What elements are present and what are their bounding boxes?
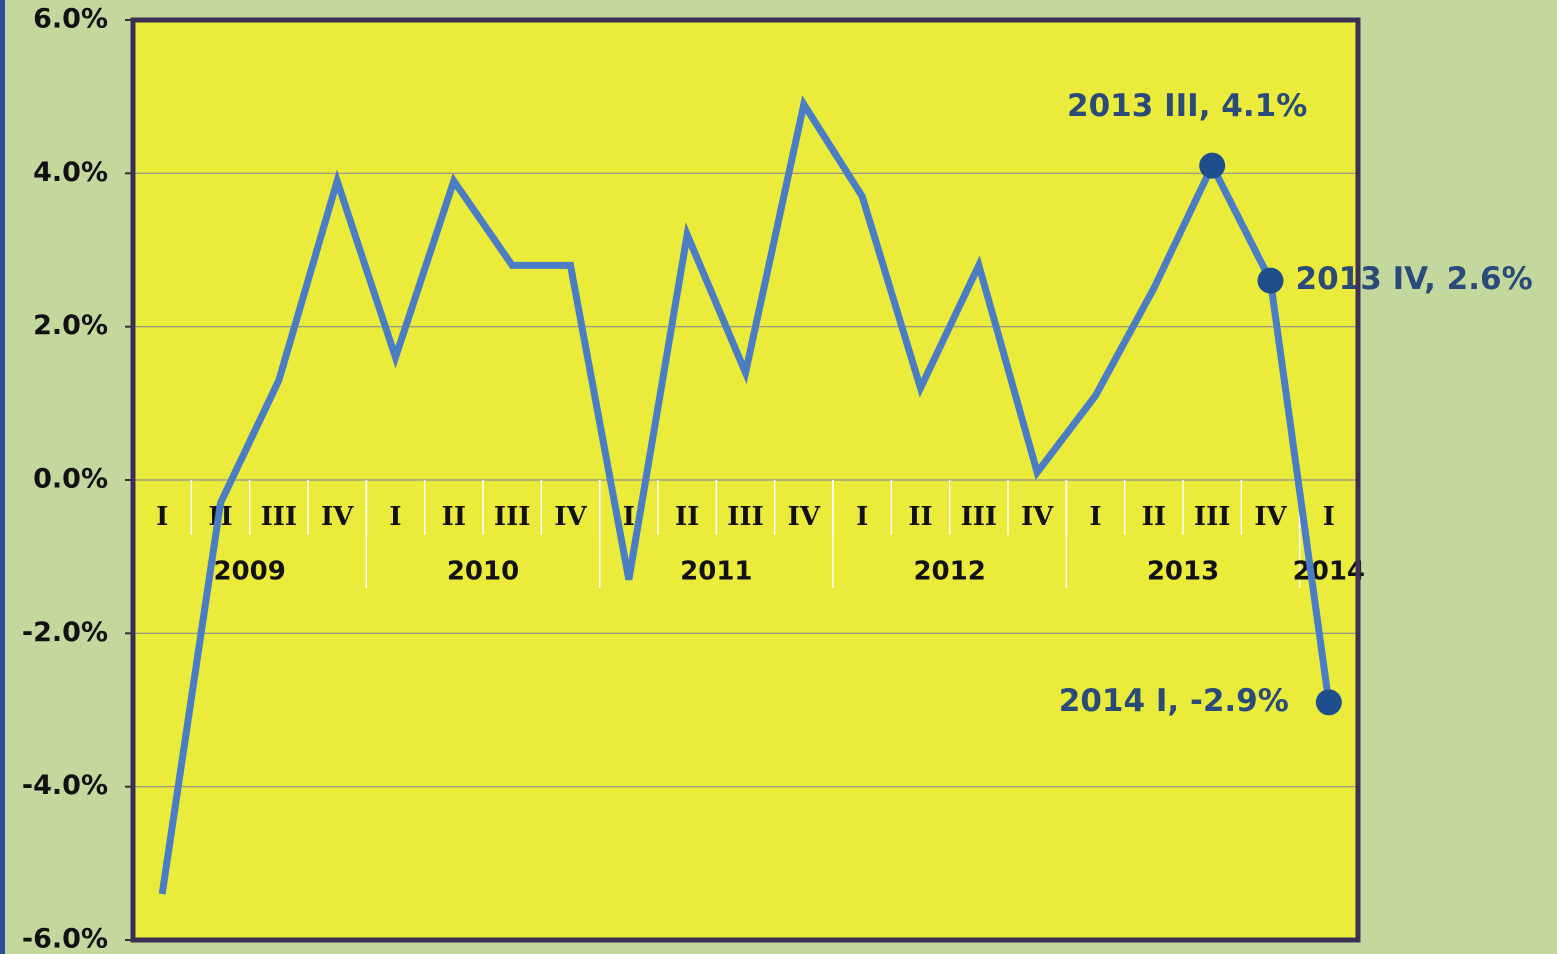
y-tick-label: -4.0% xyxy=(22,770,108,801)
year-label: 2013 xyxy=(1147,557,1219,587)
x-tick-label: I xyxy=(1089,502,1101,532)
highlight-marker xyxy=(1199,152,1226,179)
x-tick-label: III xyxy=(261,502,298,532)
x-tick-label: IV xyxy=(1254,502,1287,532)
x-tick-label: I xyxy=(156,502,168,532)
year-label: 2010 xyxy=(447,557,519,587)
left-edge xyxy=(0,0,5,954)
x-tick-label: I xyxy=(1323,502,1335,532)
x-tick-label: III xyxy=(1194,502,1231,532)
y-tick-label: -6.0% xyxy=(22,924,108,954)
x-tick-label: IV xyxy=(321,502,354,532)
x-tick-label: II xyxy=(675,502,699,532)
year-label: 2011 xyxy=(680,557,752,587)
y-tick-label: -2.0% xyxy=(22,617,108,648)
x-tick-label: II xyxy=(1142,502,1166,532)
y-tick-label: 4.0% xyxy=(33,157,108,188)
x-tick-label: I xyxy=(623,502,635,532)
highlight-marker xyxy=(1315,689,1342,716)
annotation: 2014 I, -2.9% xyxy=(1059,683,1289,719)
x-tick-label: I xyxy=(389,502,401,532)
highlight-marker xyxy=(1257,267,1284,294)
x-tick-label: IV xyxy=(554,502,587,532)
y-tick-label: 2.0% xyxy=(33,310,108,341)
x-tick-label: IV xyxy=(1021,502,1054,532)
year-label: 2012 xyxy=(913,557,985,587)
x-tick-label: III xyxy=(494,502,531,532)
x-tick-label: IV xyxy=(788,502,821,532)
y-tick-label: 6.0% xyxy=(33,4,108,35)
x-tick-label: III xyxy=(727,502,764,532)
x-tick-label: II xyxy=(442,502,466,532)
year-label: 2014 xyxy=(1293,557,1365,587)
series-line xyxy=(158,95,1333,895)
x-tick-label: III xyxy=(961,502,998,532)
plot-border xyxy=(130,17,1361,943)
x-tick-label: I xyxy=(856,502,868,532)
annotation: 2013 IV, 2.6% xyxy=(1296,261,1533,297)
y-tick-label: 0.0% xyxy=(33,464,108,495)
year-label: 2009 xyxy=(213,557,285,587)
x-tick-label: II xyxy=(908,502,932,532)
annotation: 2013 III, 4.1% xyxy=(1067,88,1307,124)
